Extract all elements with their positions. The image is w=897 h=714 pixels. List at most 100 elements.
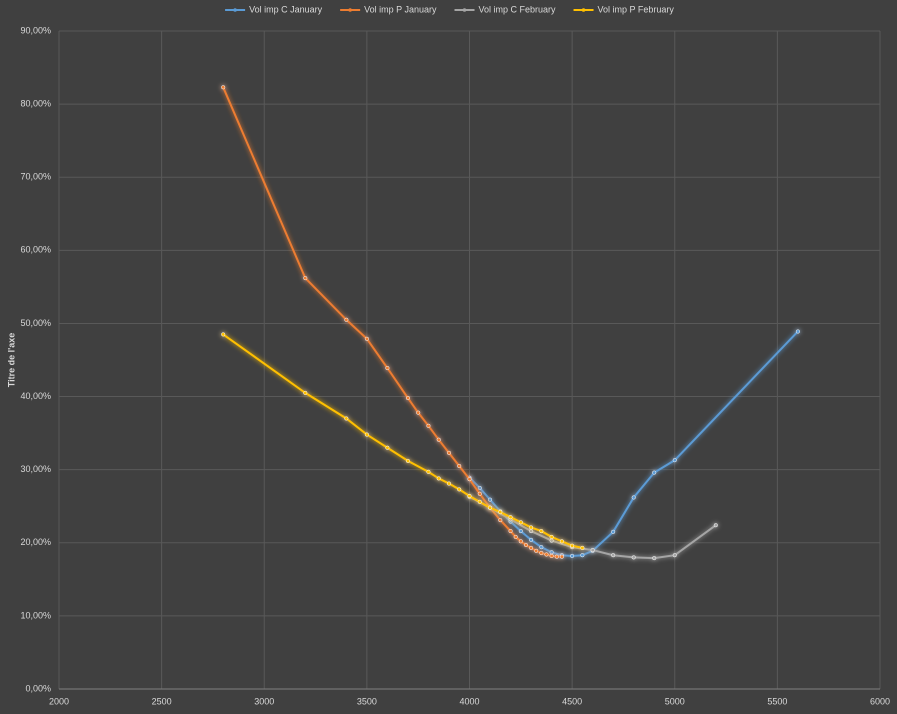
legend-label: Vol imp P February <box>598 4 675 14</box>
data-point <box>426 469 431 474</box>
data-point <box>518 539 523 544</box>
data-point <box>631 555 636 560</box>
data-point <box>344 416 349 421</box>
data-point <box>549 550 554 555</box>
data-point <box>221 332 226 337</box>
legend: Vol imp C January Vol imp P January Vol im… <box>225 4 674 14</box>
y-tick-label: 0,00% <box>25 683 51 693</box>
data-point <box>457 463 462 469</box>
data-point <box>416 410 421 415</box>
data-point <box>426 423 431 428</box>
data-point <box>549 538 554 543</box>
y-tick-label: 80,00% <box>20 98 51 108</box>
legend-marker <box>348 8 352 12</box>
data-point <box>554 554 559 559</box>
data-point <box>652 556 657 561</box>
data-point <box>477 491 482 496</box>
data-point <box>364 432 369 437</box>
y-axis-label: Titre de l'axe <box>6 333 16 388</box>
data-point <box>344 317 349 322</box>
data-point <box>518 529 523 534</box>
data-point <box>544 552 549 557</box>
data-point <box>672 553 677 558</box>
data-point <box>611 553 616 558</box>
data-point <box>467 493 472 499</box>
data-point <box>487 497 493 502</box>
legend-marker <box>233 8 237 12</box>
data-point <box>498 518 503 523</box>
data-point <box>498 510 503 515</box>
data-point <box>508 529 513 534</box>
data-point <box>534 548 539 553</box>
data-point <box>570 553 575 558</box>
data-point <box>580 545 585 550</box>
x-tick-label: 4000 <box>459 696 479 706</box>
data-point <box>513 534 518 539</box>
x-tick-label: 4500 <box>562 696 582 706</box>
data-point <box>539 550 544 556</box>
data-point <box>446 450 452 455</box>
y-tick-label: 70,00% <box>20 172 51 182</box>
data-point <box>559 554 564 559</box>
x-tick-label: 2500 <box>152 696 172 706</box>
legend-label: Vol imp P January <box>364 4 437 14</box>
series-line <box>468 330 799 557</box>
data-point <box>477 485 482 490</box>
data-point <box>590 548 595 553</box>
data-point <box>529 545 534 550</box>
legend-label: Vol imp C February <box>479 4 557 14</box>
data-point <box>549 534 554 539</box>
data-point <box>303 390 308 395</box>
data-point <box>713 523 718 528</box>
data-point <box>611 529 616 534</box>
data-point <box>467 477 472 482</box>
y-tick-label: 50,00% <box>20 318 51 328</box>
data-point <box>539 545 544 550</box>
data-point <box>436 476 441 481</box>
data-point <box>487 505 493 510</box>
y-tick-label: 40,00% <box>20 391 51 401</box>
data-point <box>539 529 544 534</box>
data-point <box>221 85 226 90</box>
data-point <box>477 499 482 504</box>
x-tick-label: 3500 <box>357 696 377 706</box>
data-point <box>672 458 677 463</box>
legend-label: Vol imp C January <box>249 4 323 14</box>
x-tick-label: 2000 <box>49 696 69 706</box>
data-point <box>570 543 575 548</box>
x-tick-label: 5500 <box>767 696 787 706</box>
data-point <box>652 470 657 475</box>
series-line <box>222 333 583 549</box>
data-point <box>436 437 441 442</box>
data-point <box>385 365 390 371</box>
y-tick-label: 20,00% <box>20 537 51 547</box>
y-tick-label: 60,00% <box>20 245 51 255</box>
data-point <box>303 276 308 281</box>
y-tick-label: 90,00% <box>20 25 51 35</box>
series <box>221 332 585 550</box>
data-point <box>631 495 636 500</box>
x-tick-label: 5000 <box>665 696 685 706</box>
data-point <box>405 458 410 463</box>
series <box>221 85 564 559</box>
data-point <box>549 553 554 558</box>
legend-marker <box>462 8 467 12</box>
data-point <box>559 539 564 544</box>
legend-marker <box>581 8 586 12</box>
data-point <box>385 445 390 450</box>
data-point <box>523 542 528 548</box>
data-point <box>529 537 534 542</box>
data-point <box>795 329 800 334</box>
x-tick-label: 6000 <box>870 696 890 706</box>
data-point <box>364 336 369 341</box>
y-tick-label: 30,00% <box>20 464 51 474</box>
data-point <box>529 529 534 534</box>
data-point <box>508 515 513 520</box>
x-tick-label: 3000 <box>254 696 274 706</box>
data-point <box>457 487 462 492</box>
y-tick-label: 10,00% <box>20 610 51 620</box>
data-point <box>518 520 523 525</box>
data-point <box>529 525 534 530</box>
